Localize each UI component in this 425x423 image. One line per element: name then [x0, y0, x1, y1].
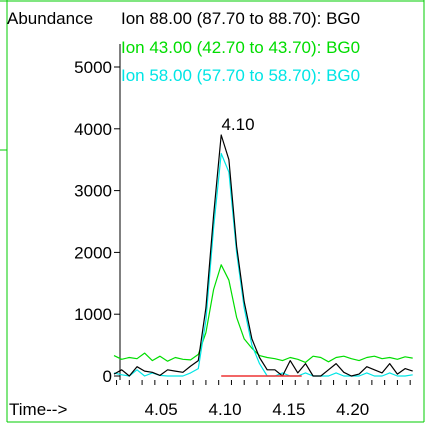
y-tick-label: 4000 [74, 120, 112, 139]
y-tick-label: 2000 [74, 243, 112, 262]
series-line-3 [113, 152, 413, 377]
legend-series-2: Ion 43.00 (42.70 to 43.70): BG0 [121, 38, 360, 57]
x-ticks: 4.05 4.10 4.15 4.20 [116, 380, 411, 419]
peak-label: 4.10 [221, 115, 254, 134]
x-tick-label: 4.20 [336, 400, 369, 419]
series-line-1 [113, 134, 413, 377]
y-tick-label: 5000 [74, 58, 112, 77]
legend-series-1: Ion 88.00 (87.70 to 88.70): BG0 [121, 9, 360, 28]
legend-series-3: Ion 58.00 (57.70 to 58.70): BG0 [121, 66, 360, 85]
y-axis-label: Abundance [7, 9, 93, 28]
y-ticks: 0 1000 2000 3000 4000 5000 [74, 58, 120, 386]
y-tick-label: 3000 [74, 182, 112, 201]
y-tick-label: 0 [103, 367, 112, 386]
y-tick-label: 1000 [74, 305, 112, 324]
x-tick-label: 4.05 [145, 400, 178, 419]
x-tick-label: 4.10 [209, 400, 242, 419]
x-tick-label: 4.15 [272, 400, 305, 419]
x-axis-label: Time--> [9, 400, 67, 419]
series-line-2 [113, 264, 413, 363]
series-group [113, 134, 413, 377]
